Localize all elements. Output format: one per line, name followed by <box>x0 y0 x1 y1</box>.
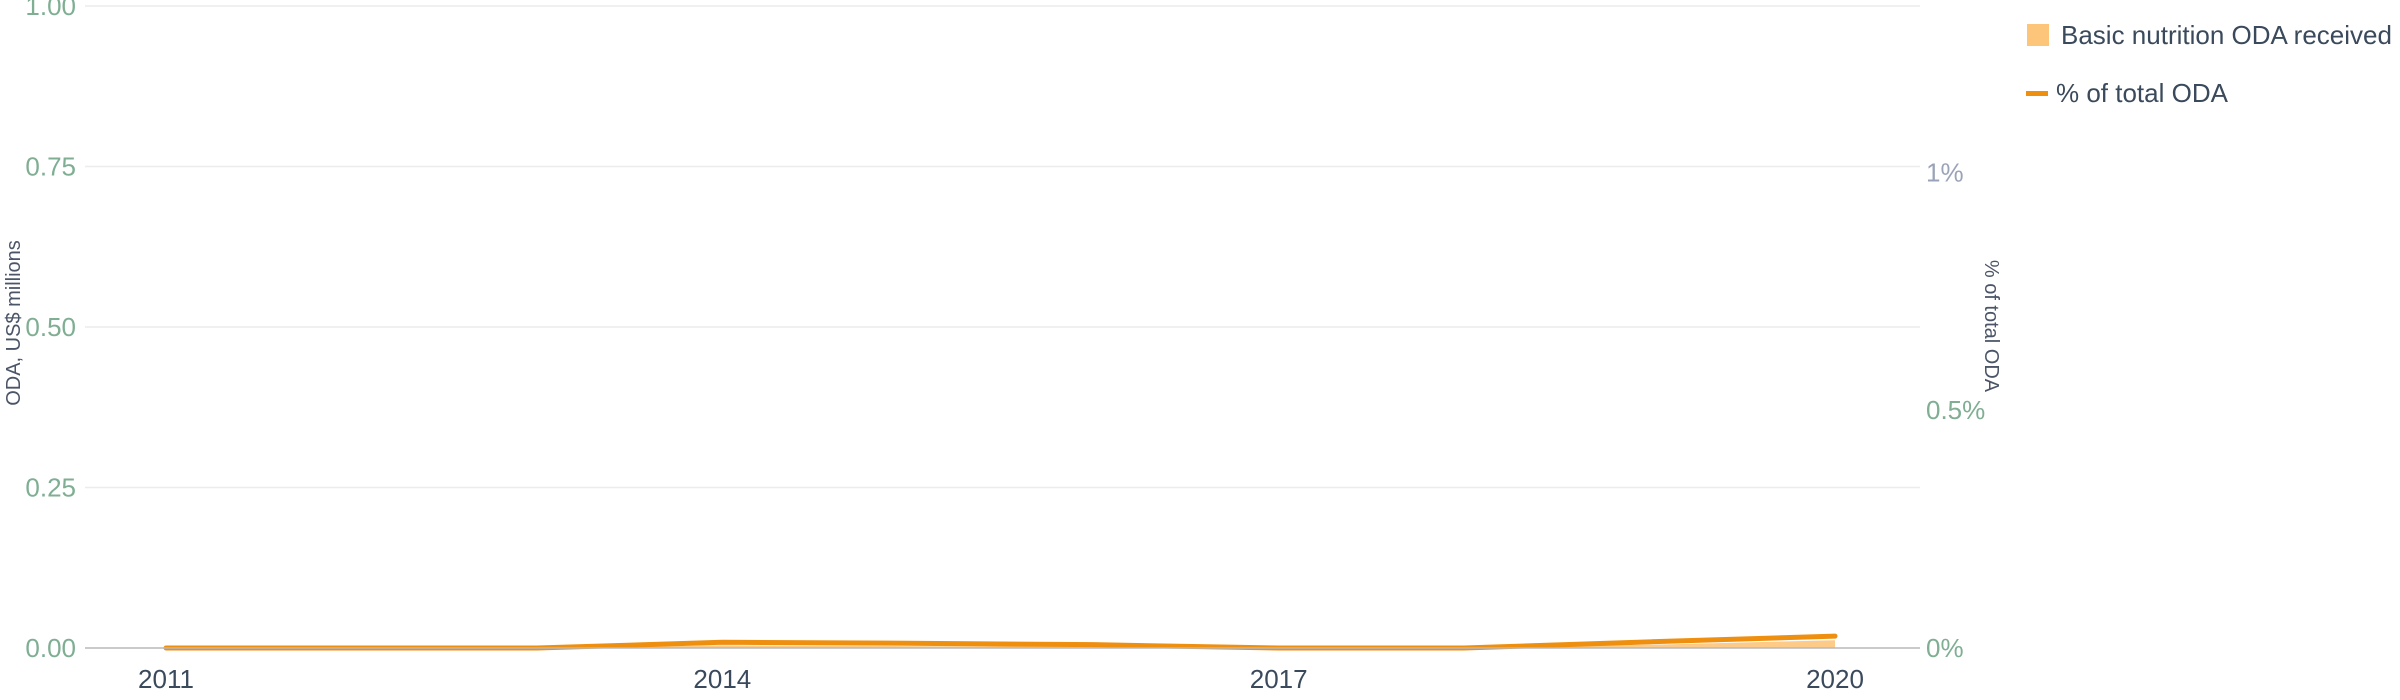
gridlines <box>85 5 1920 489</box>
legend-item-line[interactable]: % of total ODA <box>2026 78 2229 108</box>
x-axis-ticks: 2011 2014 2017 2020 <box>138 664 1864 694</box>
right-y-tick-label: 0.5% <box>1926 395 1985 425</box>
left-y-tick-label: 0.25 <box>25 473 76 503</box>
legend: Basic nutrition ODA received % of total … <box>2026 20 2392 108</box>
right-y-axis-ticks: 0% 0.5% 1% <box>1926 157 1985 663</box>
legend-swatch-line <box>2026 91 2048 96</box>
area-series-basic-nutrition <box>166 640 1835 648</box>
legend-label-area: Basic nutrition ODA received <box>2061 20 2392 50</box>
legend-label-line: % of total ODA <box>2056 78 2229 108</box>
x-tick-label: 2011 <box>138 664 194 694</box>
x-tick-label: 2020 <box>1806 664 1864 694</box>
x-tick-label: 2017 <box>1250 664 1308 694</box>
right-y-tick-label: 1% <box>1926 157 1964 187</box>
left-y-tick-label: 0.75 <box>25 152 76 182</box>
series-layer <box>163 633 1838 651</box>
legend-swatch-area <box>2027 24 2049 46</box>
left-y-tick-label: 1.00 <box>25 0 76 21</box>
right-y-tick-label: 0% <box>1926 633 1964 663</box>
x-tick-label: 2014 <box>693 664 751 694</box>
left-y-tick-label: 0.50 <box>25 312 76 342</box>
right-y-axis-title: % of total ODA <box>1980 260 2002 393</box>
left-y-axis-ticks: 0.00 0.25 0.50 0.75 1.00 <box>25 0 76 663</box>
line-series-pct-total-oda <box>163 633 1838 651</box>
left-y-tick-label: 0.00 <box>25 633 76 663</box>
legend-item-area[interactable]: Basic nutrition ODA received <box>2027 20 2392 50</box>
left-y-axis-title: ODA, US$ millions <box>3 240 25 406</box>
